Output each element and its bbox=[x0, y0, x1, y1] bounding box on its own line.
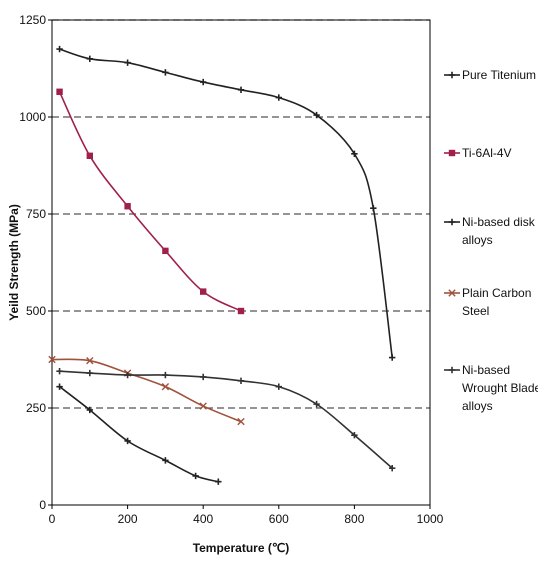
data-point bbox=[86, 369, 93, 377]
data-point bbox=[370, 204, 377, 212]
data-point bbox=[351, 431, 358, 439]
legend-label: Ni-based bbox=[462, 363, 510, 377]
legend-label: Pure Titenium bbox=[462, 68, 536, 82]
legend-label: Ti-6Al-4V bbox=[462, 146, 512, 160]
data-point bbox=[275, 94, 282, 101]
legend: Pure Titenium Ti-6Al-4V Ni-based disk alloy… bbox=[444, 68, 538, 413]
data-point bbox=[124, 59, 131, 66]
data-point bbox=[86, 356, 94, 365]
data-point bbox=[48, 355, 56, 364]
data-point bbox=[199, 402, 207, 410]
series-line bbox=[51, 358, 242, 423]
legend-label: alloys bbox=[462, 233, 493, 247]
x-tick-label: 400 bbox=[193, 512, 213, 526]
data-point bbox=[313, 400, 320, 408]
data-point bbox=[86, 55, 93, 62]
x-tick-label: 200 bbox=[118, 512, 138, 526]
y-tick-label: 1000 bbox=[19, 110, 46, 124]
grid-lines bbox=[52, 19, 430, 409]
legend-swatch-marker bbox=[448, 149, 456, 157]
series-line bbox=[58, 91, 242, 312]
legend-label: Plain Carbon bbox=[462, 286, 531, 300]
series-1 bbox=[56, 45, 396, 361]
x-axis-title: Temperature (℃) bbox=[193, 541, 290, 555]
data-point bbox=[86, 152, 93, 159]
data-point bbox=[200, 373, 207, 381]
data-point bbox=[192, 472, 199, 480]
legend-entry: Plain Carbon Steel bbox=[444, 286, 531, 318]
series-4 bbox=[48, 355, 245, 426]
data-point bbox=[313, 111, 320, 119]
data-point bbox=[56, 383, 63, 390]
data-point bbox=[237, 417, 245, 426]
series-3 bbox=[56, 383, 222, 485]
series-line bbox=[59, 370, 393, 469]
y-axis-ticks: 0 250 500 750 1000 1250 bbox=[19, 13, 52, 512]
data-point bbox=[275, 383, 282, 390]
legend-swatch-marker bbox=[448, 366, 456, 374]
legend-swatch-marker bbox=[448, 289, 456, 297]
data-point bbox=[162, 457, 169, 464]
data-point bbox=[124, 371, 131, 379]
x-axis-ticks: 0 200 400 600 800 1000 bbox=[49, 505, 444, 526]
y-axis-title: Yeild Strength (MPa) bbox=[7, 204, 21, 321]
data-point bbox=[162, 247, 169, 255]
legend-entry: Ni-based Wrought Blade alloys bbox=[444, 363, 538, 413]
series-line bbox=[59, 386, 219, 483]
data-point bbox=[56, 367, 63, 375]
x-tick-label: 800 bbox=[344, 512, 364, 526]
data-point bbox=[200, 288, 207, 295]
legend-entry: Ni-based disk alloys bbox=[444, 215, 536, 247]
legend-label: Steel bbox=[462, 304, 489, 318]
legend-entry: Ti-6Al-4V bbox=[444, 146, 512, 160]
y-tick-label: 500 bbox=[26, 304, 46, 318]
x-tick-label: 600 bbox=[269, 512, 289, 526]
data-point bbox=[389, 354, 396, 361]
legend-label: Wrought Blade bbox=[462, 381, 538, 395]
series-2 bbox=[56, 88, 245, 315]
data-point bbox=[56, 45, 63, 53]
legend-swatch-marker bbox=[448, 218, 456, 226]
y-tick-label: 0 bbox=[39, 498, 46, 512]
data-point bbox=[215, 478, 222, 485]
x-tick-label: 1000 bbox=[417, 512, 444, 526]
data-point bbox=[237, 377, 245, 385]
legend-label: Ni-based disk bbox=[462, 215, 536, 229]
y-tick-label: 750 bbox=[26, 207, 46, 221]
data-series bbox=[48, 45, 396, 485]
x-tick-label: 0 bbox=[49, 512, 56, 526]
data-point bbox=[124, 437, 131, 445]
data-point bbox=[351, 150, 358, 158]
series-line bbox=[59, 48, 393, 358]
series-5 bbox=[56, 367, 396, 472]
data-point bbox=[162, 69, 169, 76]
data-point bbox=[161, 382, 170, 391]
data-point bbox=[237, 86, 245, 94]
legend-entry: Pure Titenium bbox=[444, 68, 536, 82]
legend-swatch-marker bbox=[448, 71, 456, 79]
legend-label: alloys bbox=[462, 399, 493, 413]
y-tick-label: 1250 bbox=[19, 13, 46, 27]
data-point bbox=[237, 307, 245, 315]
data-point bbox=[56, 88, 63, 95]
data-point bbox=[124, 203, 131, 210]
y-tick-label: 250 bbox=[26, 401, 46, 415]
data-point bbox=[162, 371, 169, 379]
plot-area-frame bbox=[51, 19, 431, 506]
data-point bbox=[200, 78, 207, 86]
data-point bbox=[86, 406, 93, 414]
data-point bbox=[389, 464, 396, 472]
